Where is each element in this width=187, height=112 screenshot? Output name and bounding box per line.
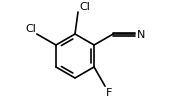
Text: Cl: Cl (25, 24, 36, 34)
Text: Cl: Cl (79, 2, 90, 12)
Text: F: F (106, 87, 112, 97)
Text: N: N (137, 30, 145, 40)
